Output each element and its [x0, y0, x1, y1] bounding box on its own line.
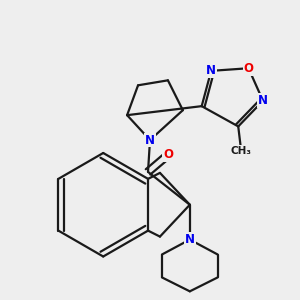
Text: CH₃: CH₃ [231, 146, 252, 156]
Text: O: O [244, 62, 254, 75]
Text: O: O [163, 148, 173, 161]
Text: N: N [258, 94, 268, 107]
Text: N: N [145, 134, 155, 146]
Text: N: N [206, 64, 216, 77]
Text: N: N [185, 233, 195, 246]
